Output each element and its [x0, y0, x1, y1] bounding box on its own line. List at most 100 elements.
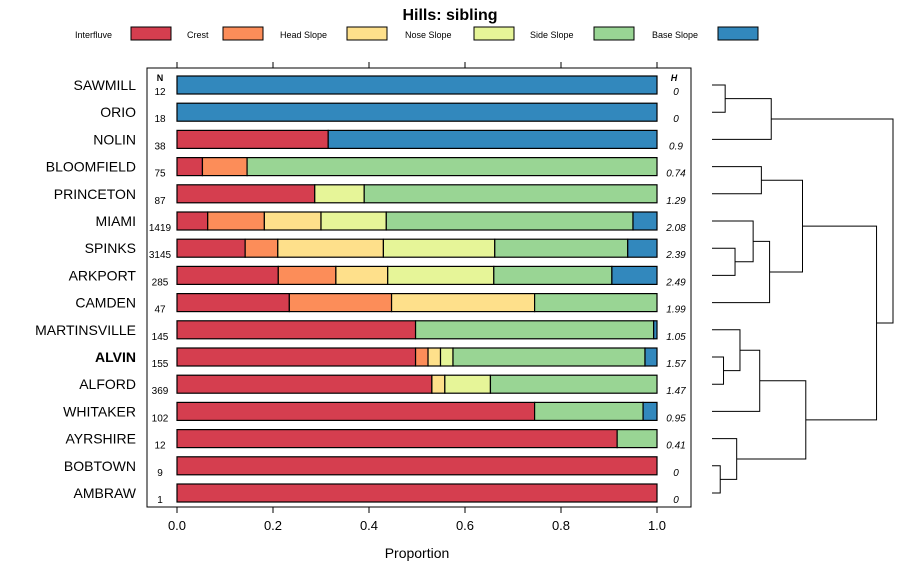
h-value: 0: [673, 114, 679, 125]
dendrogram-branch: [712, 247, 736, 276]
bar-segment: [533, 401, 644, 421]
bar-segment: [176, 238, 246, 258]
h-value: 0.41: [666, 441, 685, 452]
bar-row: PRINCETON 87 1.29: [54, 184, 686, 207]
n-value: 1: [157, 495, 163, 506]
bar-segment: [444, 374, 492, 394]
bar-segment: [387, 265, 495, 285]
chart-title: Hills: sibling: [402, 7, 497, 24]
bar-row: ORIO 18 0: [100, 102, 679, 125]
row-label: AMBRAW: [74, 485, 137, 501]
bar-row: ALVIN 155 1.57: [95, 347, 686, 370]
bar-segment: [489, 374, 658, 394]
n-value: 285: [152, 277, 169, 288]
dendrogram-branch: [771, 118, 894, 324]
bar-segment: [533, 293, 658, 313]
row-label: ORIO: [100, 104, 136, 120]
bar-segment: [207, 211, 265, 231]
bar-row: NOLIN 38 0.9: [93, 129, 683, 152]
x-axis: 0.0 0.2 0.4 0.6 0.8 1.0: [168, 507, 666, 533]
row-label: BLOOMFIELD: [46, 159, 136, 175]
legend-swatch: [130, 26, 172, 41]
dendrogram-branch: [712, 329, 741, 372]
n-value: 369: [152, 386, 169, 397]
bar-segment: [493, 265, 613, 285]
legend-swatch: [717, 26, 759, 41]
bar-segment: [431, 374, 446, 394]
n-value: 12: [154, 441, 166, 452]
row-label: WHITAKER: [63, 403, 136, 419]
n-value: 9: [157, 468, 163, 479]
h-value: 1.57: [666, 359, 686, 370]
legend-label: Interfluve: [75, 30, 112, 40]
legend-swatch: [593, 26, 635, 41]
bar-segment: [277, 238, 384, 258]
bar-segment: [382, 238, 496, 258]
h-column-header: H: [671, 73, 678, 83]
legend-label: Base Slope: [652, 30, 698, 40]
bar-segment: [642, 401, 658, 421]
dendrogram: [712, 84, 894, 494]
bar-segment: [627, 238, 658, 258]
bar-segment: [452, 347, 646, 367]
n-value: 145: [152, 332, 169, 343]
bar-segment: [314, 184, 365, 204]
h-value: 0: [673, 495, 679, 506]
bar-segment: [176, 211, 209, 231]
bar-segment: [201, 157, 248, 177]
x-tick-label: 0.0: [168, 518, 186, 533]
h-value: 1.47: [666, 386, 686, 397]
bar-segment: [385, 211, 634, 231]
bar-segment: [176, 157, 204, 177]
n-value: 102: [152, 413, 169, 424]
dendrogram-branch: [761, 179, 803, 273]
bar-segment: [363, 184, 658, 204]
dendrogram-branch: [712, 166, 762, 195]
n-value: 18: [154, 114, 166, 125]
h-value: 2.49: [665, 277, 686, 288]
row-label: BOBTOWN: [64, 458, 136, 474]
bar-segment: [632, 211, 658, 231]
n-value: 75: [154, 169, 166, 180]
h-value: 1.29: [666, 196, 686, 207]
bar-segment: [644, 347, 658, 367]
bar-segment: [176, 374, 433, 394]
bar-segment: [176, 265, 279, 285]
bar-segment: [439, 347, 454, 367]
x-tick-label: 0.6: [456, 518, 474, 533]
dendrogram-branch: [712, 356, 725, 385]
n-value: 155: [152, 359, 169, 370]
bar-row: AYRSHIRE 12 0.41: [65, 429, 686, 452]
row-label: MARTINSVILLE: [35, 322, 136, 338]
bar-segment: [176, 429, 618, 449]
row-label: SPINKS: [85, 240, 136, 256]
row-label: MIAMI: [96, 213, 136, 229]
legend-label: Side Slope: [530, 30, 574, 40]
bar-row: SPINKS 3145 2.39: [85, 238, 686, 261]
dendrogram-branch: [802, 225, 878, 421]
h-value: 0.9: [669, 141, 683, 152]
bar-segment: [176, 456, 658, 476]
x-tick-label: 0.8: [552, 518, 570, 533]
bar-row: ARKPORT 285 2.49: [69, 265, 686, 288]
row-label: ALFORD: [79, 376, 136, 392]
bar-segment: [390, 293, 536, 313]
legend-label: Crest: [187, 30, 209, 40]
bar-segment: [176, 320, 417, 340]
n-value: 3145: [149, 250, 172, 261]
bar-segment: [277, 265, 337, 285]
row-label: PRINCETON: [54, 186, 136, 202]
bar-segment: [246, 157, 658, 177]
bar-segment: [176, 75, 658, 95]
bar-segment: [176, 401, 536, 421]
bar-segment: [427, 347, 442, 367]
n-value: 12: [154, 87, 166, 98]
bar-segment: [335, 265, 389, 285]
top-axis-ticks: [176, 62, 658, 68]
dendrogram-branch: [712, 84, 726, 113]
plot-frame: [146, 67, 692, 508]
bar-row: CAMDEN 47 1.99: [75, 293, 686, 316]
h-value: 2.08: [665, 223, 686, 234]
h-value: 1.99: [666, 305, 686, 316]
